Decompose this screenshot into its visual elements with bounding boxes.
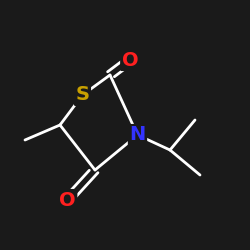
Text: S: S [76, 86, 90, 104]
Text: N: N [130, 126, 146, 144]
Text: O: O [122, 50, 138, 70]
Text: O: O [59, 190, 76, 210]
